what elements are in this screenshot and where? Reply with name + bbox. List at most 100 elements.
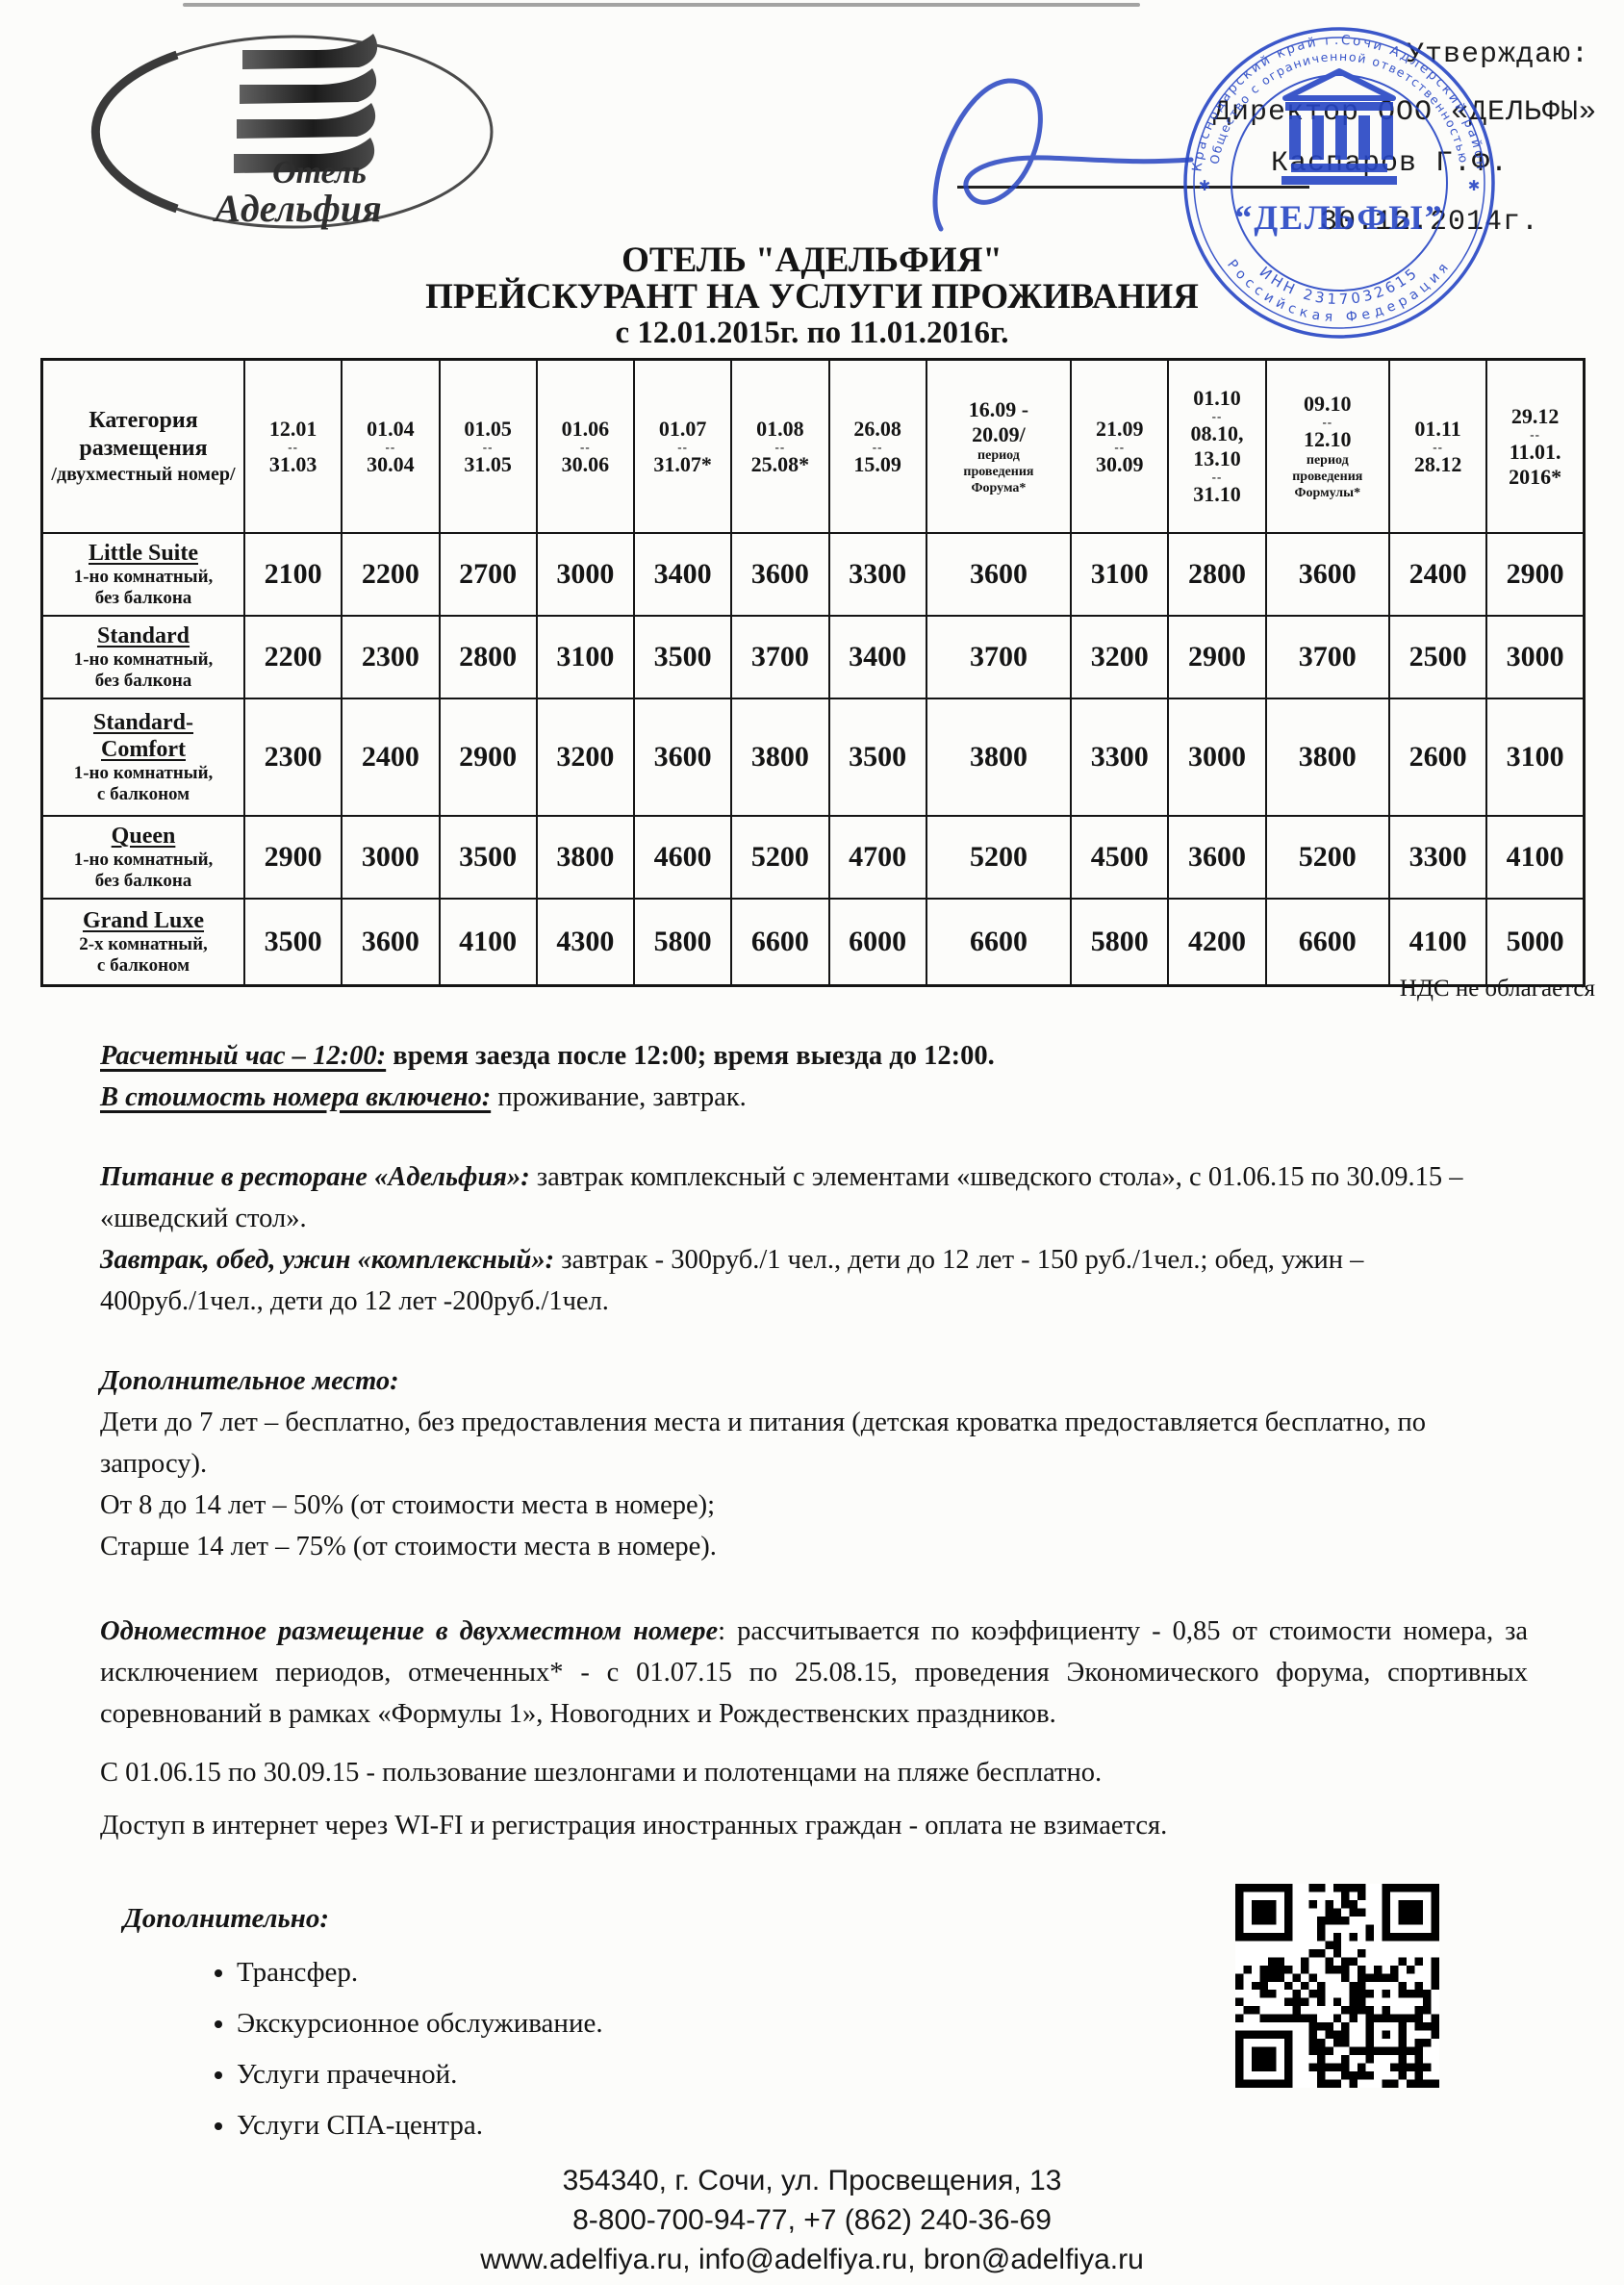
services-list: Трансфер.Экскурсионное обслуживание.Услу…	[204, 1957, 603, 2161]
price-cell: 3500	[633, 615, 733, 699]
price-cell: 2800	[1167, 532, 1267, 617]
price-cell: 2900	[1167, 615, 1267, 699]
approval-date: 30.12.2014г.	[1319, 206, 1539, 239]
price-cell: 2100	[243, 532, 343, 617]
logo-text-hotel: Отель	[272, 155, 367, 190]
temple-icon	[1281, 68, 1397, 185]
price-cell: 2400	[341, 698, 441, 817]
price-cell: 3500	[827, 698, 927, 817]
price-cell: 3000	[341, 815, 441, 900]
price-cell: 3300	[1387, 815, 1488, 900]
room-category: Grand Luxe 2-х комнатный, с балконом	[40, 898, 246, 987]
period-header: 01.04 -- 30.04	[341, 358, 441, 534]
period-header: 29.12 -- 11.01. 2016*	[1485, 358, 1586, 534]
scan-artifact	[183, 3, 1140, 7]
table-row: Little Suite 1-но комнатный, без балкона 21…	[40, 532, 1586, 617]
service-item: Трансфер.	[237, 1957, 603, 2008]
service-item: Экскурсионное обслуживание.	[237, 2008, 603, 2059]
price-cell: 3800	[1264, 698, 1390, 817]
room-category: Standard- Comfort 1-но комнатный, с балконо…	[40, 698, 246, 817]
price-cell: 4300	[535, 898, 636, 987]
price-cell: 6600	[1264, 898, 1390, 987]
price-cell: 2900	[243, 815, 343, 900]
price-cell: 3300	[827, 532, 927, 617]
footer-web: www.adelfiya.ru, info@adelfiya.ru, bron@…	[480, 2244, 1144, 2275]
price-cell: 3600	[730, 532, 830, 617]
price-cell: 2700	[438, 532, 538, 617]
price-cell: 3600	[1167, 815, 1267, 900]
price-cell: 3300	[1070, 698, 1170, 817]
room-category: Little Suite 1-но комнатный, без балкона	[40, 532, 246, 617]
note-paragraph: С 01.06.15 по 30.09.15 - пользование шез…	[100, 1758, 1103, 1788]
period-header: 01.11 -- 28.12	[1387, 358, 1488, 534]
signature-stroke	[932, 78, 1194, 232]
notes-section: Расчетный час – 12:00: время заезда посл…	[100, 1035, 1528, 1846]
period-header: 21.09 -- 30.09	[1070, 358, 1170, 534]
price-cell: 3700	[730, 615, 830, 699]
table-row: Queen 1-но комнатный, без балкона 2900 3000 3…	[40, 815, 1586, 900]
price-cell: 3500	[243, 898, 343, 987]
period-header: 01.10 -- 08.10, 13.10 -- 31.10	[1167, 358, 1267, 534]
price-cell: 3100	[1485, 698, 1586, 817]
price-cell: 2200	[243, 615, 343, 699]
price-cell: 5800	[633, 898, 733, 987]
note-paragraph: В стоимость номера включено: проживание,…	[100, 1082, 747, 1112]
price-cell: 3000	[535, 532, 636, 617]
footer-address: 354340, г. Сочи, ул. Просвещения, 13	[562, 2165, 1062, 2196]
price-cell: 3600	[1264, 532, 1390, 617]
period-header: 01.07 -- 31.07*	[633, 358, 733, 534]
price-cell: 6600	[925, 898, 1073, 987]
room-category: Standard 1-но комнатный, без балкона	[40, 615, 246, 699]
table-row: Standard 1-но комнатный, без балкона 2200 23…	[40, 615, 1586, 699]
hotel-logo: Отель Адельфия	[90, 34, 494, 230]
note-paragraph: Питание в ресторане «Адельфия»: завтрак …	[100, 1162, 1463, 1233]
logo-ellipse-accent	[90, 50, 179, 214]
period-header: 12.01 -- 31.03	[243, 358, 343, 534]
price-cell: 2300	[341, 615, 441, 699]
price-cell: 4100	[1387, 898, 1488, 987]
price-cell: 4500	[1070, 815, 1170, 900]
stamp-center-name: “ДЕЛЬФЫ”	[1234, 198, 1443, 237]
price-cell: 5200	[730, 815, 830, 900]
price-cell: 3600	[633, 698, 733, 817]
price-cell: 3700	[1264, 615, 1390, 699]
price-cell: 3800	[535, 815, 636, 900]
extras-heading: Дополнительно:	[123, 1903, 330, 1934]
price-cell: 2900	[1485, 532, 1586, 617]
price-cell: 3400	[633, 532, 733, 617]
stamp-star-left: ✱	[1199, 179, 1211, 194]
signature-line	[957, 186, 1309, 189]
price-cell: 5000	[1485, 898, 1586, 987]
period-header: 26.08 -- 15.09	[827, 358, 927, 534]
price-cell: 5200	[925, 815, 1073, 900]
note-paragraph: Расчетный час – 12:00: время заезда посл…	[100, 1041, 995, 1071]
title-line-1: ОТЕЛЬ "АДЕЛЬФИЯ"	[622, 241, 1002, 280]
note-paragraph: Завтрак, обед, ужин «комплексный»: завтр…	[100, 1245, 1364, 1316]
table-row: Grand Luxe 2-х комнатный, с балконом 3500 36…	[40, 898, 1586, 987]
note-paragraph: Доступ в интернет через WI-FI и регистра…	[100, 1811, 1168, 1841]
stamp-star-right: ✱	[1468, 179, 1481, 194]
price-table: Категория размещения/двухместный номер/1…	[40, 358, 1586, 987]
price-cell: 3000	[1485, 615, 1586, 699]
logo-text-adelfiya: Адельфия	[212, 187, 382, 230]
note-paragraph: От 8 до 14 лет – 50% (от стоимости места…	[100, 1490, 716, 1520]
price-cell: 3600	[341, 898, 441, 987]
service-item: Услуги СПА-центра.	[237, 2110, 603, 2161]
price-cell: 2800	[438, 615, 538, 699]
note-paragraph: Старше 14 лет – 75% (от стоимости места …	[100, 1532, 717, 1561]
price-cell: 3200	[1070, 615, 1170, 699]
approval-position: Директор ООО «ДЕЛЬФЫ»	[1212, 96, 1597, 129]
price-cell: 4600	[633, 815, 733, 900]
note-paragraph: Дети до 7 лет – бесплатно, без предостав…	[100, 1408, 1426, 1479]
price-cell: 2400	[1387, 532, 1488, 617]
price-cell: 6000	[827, 898, 927, 987]
price-cell: 2900	[438, 698, 538, 817]
price-cell: 2500	[1387, 615, 1488, 699]
price-cell: 4100	[438, 898, 538, 987]
title-line-2: ПРЕЙСКУРАНТ НА УСЛУГИ ПРОЖИВАНИЯ	[425, 277, 1199, 317]
table-corner-header: Категория размещения/двухместный номер/	[40, 358, 246, 534]
service-item: Услуги прачечной.	[237, 2059, 603, 2110]
price-cell: 2300	[243, 698, 343, 817]
price-cell: 3400	[827, 615, 927, 699]
